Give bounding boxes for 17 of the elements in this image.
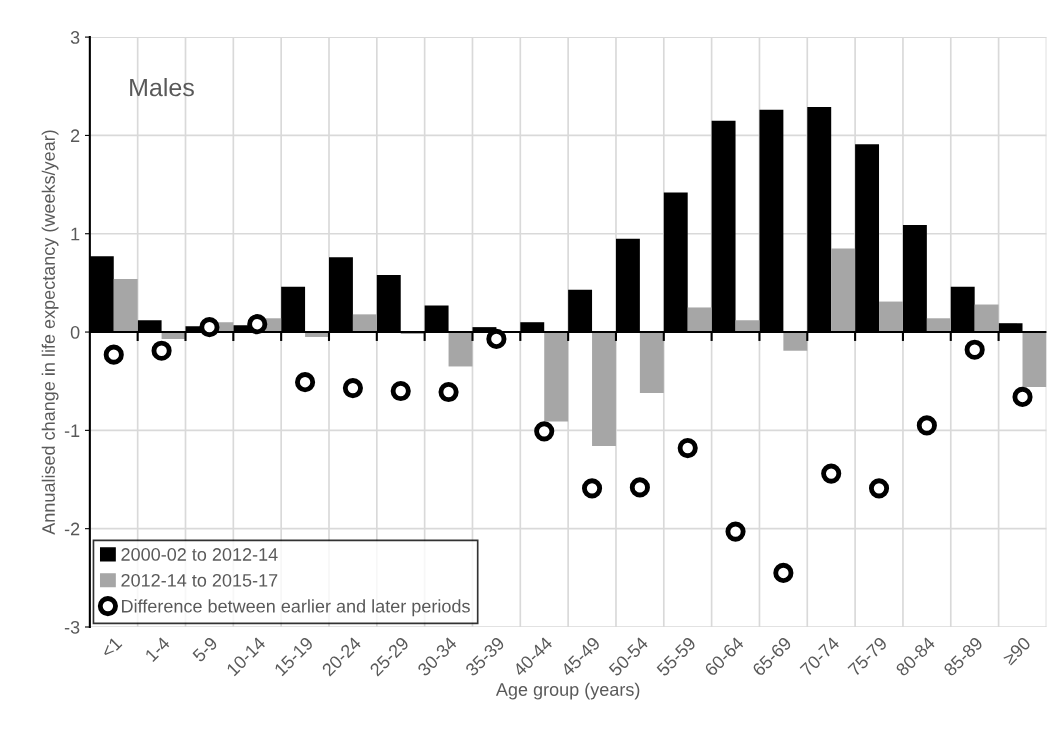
x-tick-label: ≥90 [1002, 636, 1032, 666]
y-tick-label: 1 [71, 227, 80, 241]
legend-label: Difference between earlier and later periods [122, 599, 470, 617]
x-tick-label: 5-9 [191, 636, 219, 663]
legend-label: 2012-14 to 2015-17 [121, 573, 278, 587]
x-tick-label: 1-4 [144, 636, 171, 663]
x-tick-label: <1 [100, 636, 123, 659]
legend-label: 2000-02 to 2012-14 [121, 548, 278, 561]
y-tick-label: 3 [70, 31, 80, 44]
x-axis-title: Age group (years) [495, 682, 640, 700]
y-tick-label: -3 [64, 620, 80, 634]
annotation: Males [130, 77, 194, 97]
y-axis-title: Annualised change in life expectancy (weeks/year) [41, 130, 59, 535]
y-tick-label: -2 [64, 522, 80, 536]
y-tick-label: -1 [64, 424, 80, 437]
y-tick-label: 2 [70, 129, 80, 142]
y-tick-label: 0 [70, 325, 80, 339]
